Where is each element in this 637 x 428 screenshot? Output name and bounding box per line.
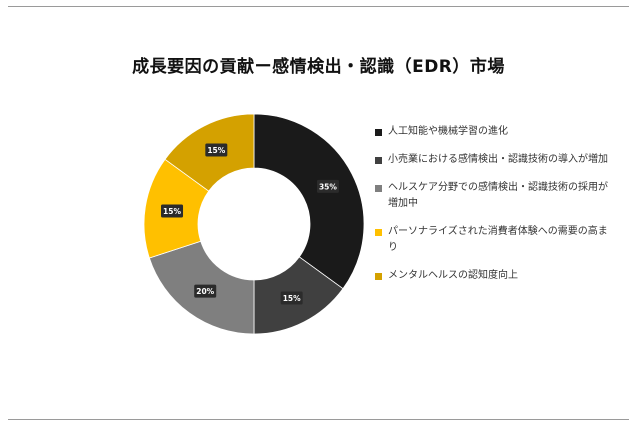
legend-item-5: メンタルヘルスの認知度向上 — [375, 268, 615, 284]
data-label-text: 15% — [163, 207, 181, 216]
data-label-3: 20% — [194, 284, 217, 298]
data-label-1: 35% — [316, 179, 339, 193]
legend-swatch — [375, 272, 382, 280]
legend-swatch — [375, 228, 382, 236]
data-label-5: 15% — [205, 143, 228, 157]
donut-slice-1 — [253, 113, 365, 290]
legend-item-1: 人工知能や機械学習の進化 — [375, 124, 615, 140]
data-label-text: 35% — [319, 182, 337, 191]
legend-item-2: 小売業における感情検出・認識技術の導入が増加 — [375, 152, 615, 168]
donut-chart: 35% 15% 20% 15% 15% — [143, 113, 365, 335]
legend-item-4: パーソナライズされた消費者体験への需要の高まり — [375, 224, 615, 256]
data-label-text: 20% — [196, 287, 214, 296]
data-label-box — [161, 204, 184, 218]
data-label-text: 15% — [283, 294, 301, 303]
data-label-2: 15% — [280, 291, 303, 305]
legend-label: ヘルスケア分野での感情検出・認識技術の採用が増加中 — [388, 182, 608, 209]
data-label-text: 15% — [207, 146, 225, 155]
data-label-box — [280, 291, 303, 305]
chart-legend: 人工知能や機械学習の進化小売業における感情検出・認識技術の導入が増加ヘルスケア分… — [375, 124, 615, 296]
top-divider — [8, 6, 629, 7]
data-label-4: 15% — [161, 204, 184, 218]
chart-title: 成長要因の貢献ー感情検出・認識（EDR）市場 — [132, 57, 505, 77]
legend-label: 人工知能や機械学習の進化 — [388, 126, 508, 137]
legend-item-3: ヘルスケア分野での感情検出・認識技術の採用が増加中 — [375, 180, 615, 212]
bottom-divider — [8, 419, 629, 420]
legend-swatch — [375, 128, 382, 136]
data-label-box — [205, 143, 228, 157]
legend-label: パーソナライズされた消費者体験への需要の高まり — [388, 226, 608, 253]
legend-swatch — [375, 156, 382, 164]
data-label-box — [316, 179, 339, 193]
legend-label: メンタルヘルスの認知度向上 — [388, 270, 518, 281]
legend-label: 小売業における感情検出・認識技術の導入が増加 — [388, 154, 608, 165]
legend-swatch — [375, 184, 382, 192]
data-label-box — [194, 284, 217, 298]
